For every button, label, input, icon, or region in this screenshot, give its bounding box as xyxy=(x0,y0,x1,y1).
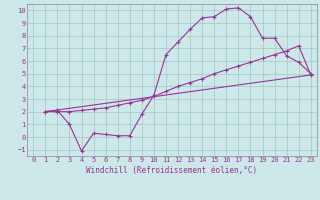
X-axis label: Windchill (Refroidissement éolien,°C): Windchill (Refroidissement éolien,°C) xyxy=(86,166,258,175)
